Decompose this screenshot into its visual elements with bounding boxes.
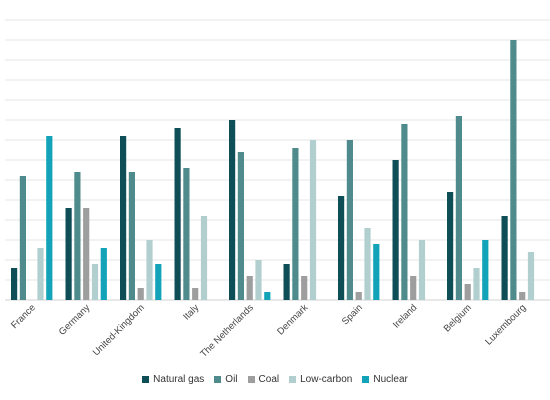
bar-low-carbon-united-kingdom: [146, 240, 153, 300]
bar-natural-gas-germany: [65, 208, 72, 300]
bar-natural-gas-ireland: [392, 160, 399, 300]
bar-nuclear-belgium: [482, 240, 489, 300]
legend-item: Low-carbon: [289, 374, 352, 385]
bar-natural-gas-the-netherlands: [229, 120, 236, 300]
bar-low-carbon-germany: [91, 264, 99, 300]
bar-low-carbon-italy: [200, 216, 208, 300]
legend-swatch: [362, 376, 370, 383]
bar-coal-belgium: [464, 284, 471, 300]
bar-coal-the-netherlands: [246, 276, 253, 300]
bar-low-carbon-denmark: [309, 140, 317, 300]
legend-item: Oil: [214, 374, 238, 385]
bar-nuclear-spain: [373, 244, 380, 300]
category-label: Denmark: [275, 302, 310, 337]
bar-oil-the-netherlands: [237, 152, 244, 300]
bar-low-carbon-luxembourg: [527, 252, 535, 300]
legend-label: Low-carbon: [300, 374, 353, 385]
bar-natural-gas-belgium: [447, 192, 454, 300]
category-label: United-Kingdom: [91, 302, 147, 358]
bar-oil-denmark: [292, 148, 299, 300]
bar-low-carbon-belgium: [473, 268, 480, 300]
bar-oil-luxembourg: [510, 40, 517, 300]
bar-low-carbon-the-netherlands: [255, 260, 262, 300]
bar-nuclear-france: [46, 136, 53, 300]
category-label: The Netherlands: [198, 302, 256, 360]
bar-oil-france: [19, 176, 26, 300]
bar-coal-denmark: [301, 276, 308, 300]
bar-low-carbon-france: [37, 248, 44, 300]
legend-label: Coal: [258, 374, 280, 385]
bar-coal-italy: [192, 288, 199, 300]
bar-nuclear-united-kingdom: [155, 264, 162, 300]
legend: Natural gas Oil Coal Low-carbon Nuclear: [0, 374, 550, 385]
bars: [11, 40, 535, 300]
bar-natural-gas-france: [11, 268, 18, 300]
bar-nuclear-germany: [100, 248, 107, 300]
bar-coal-united-kingdom: [137, 288, 144, 300]
bar-coal-spain: [355, 292, 362, 300]
bar-natural-gas-spain: [338, 196, 345, 300]
legend-item: Nuclear: [362, 374, 408, 385]
category-label: Spain: [340, 302, 365, 327]
legend-item: Coal: [247, 374, 280, 385]
bar-oil-united-kingdom: [128, 172, 135, 300]
bar-nuclear-the-netherlands: [264, 292, 271, 300]
bar-coal-germany: [83, 208, 90, 300]
bar-coal-luxembourg: [519, 292, 526, 300]
legend-label: Natural gas: [153, 374, 205, 385]
legend-label: Nuclear: [373, 374, 408, 385]
legend-item: Natural gas: [142, 374, 204, 385]
bar-natural-gas-denmark: [283, 264, 290, 300]
gridlines: [5, 19, 550, 301]
bar-oil-ireland: [401, 124, 408, 300]
bar-natural-gas-luxembourg: [501, 216, 508, 300]
bar-coal-ireland: [410, 276, 417, 300]
legend-swatch: [214, 376, 222, 383]
bar-oil-belgium: [455, 116, 462, 300]
bar-low-carbon-ireland: [418, 240, 426, 300]
category-label: Luxembourg: [483, 302, 528, 347]
bar-oil-germany: [74, 172, 81, 300]
legend-swatch: [142, 376, 150, 383]
bar-natural-gas-italy: [174, 128, 181, 300]
bar-oil-spain: [346, 140, 353, 300]
legend-label: Oil: [225, 374, 238, 385]
category-label: Ireland: [391, 302, 419, 330]
category-label: France: [9, 302, 38, 331]
legend-swatch: [289, 376, 297, 383]
category-label: Italy: [181, 302, 201, 322]
bar-natural-gas-united-kingdom: [120, 136, 127, 300]
legend-swatch: [247, 376, 255, 383]
category-label: Belgium: [442, 302, 474, 334]
category-label: Germany: [57, 302, 93, 338]
bar-oil-italy: [183, 168, 190, 300]
bar-low-carbon-spain: [364, 228, 371, 300]
